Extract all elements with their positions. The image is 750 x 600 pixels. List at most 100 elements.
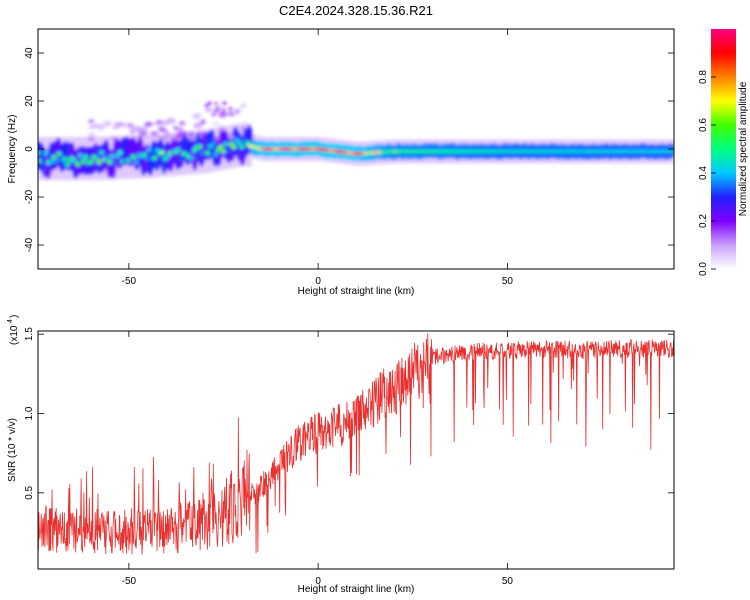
spectrogram-cell [212, 121, 221, 126]
spectrogram-cell [109, 154, 115, 159]
y-tick-label: 1.0 [24, 406, 35, 420]
spectrogram-cell [157, 126, 165, 132]
spectrogram-cell [155, 120, 164, 125]
spectrogram-cell [56, 151, 62, 157]
spectrogram-layer [38, 101, 674, 181]
spectrogram-cell [233, 108, 241, 115]
spectrogram-cell [192, 113, 202, 119]
spectrogram-cell [188, 131, 196, 136]
colorbar-tick-label: 0.4 [698, 166, 709, 180]
spectrogram-cell [240, 126, 247, 131]
spectrogram-cell [158, 136, 169, 142]
spectrogram-cell [187, 134, 196, 142]
x-tick-label: 0 [315, 576, 321, 587]
spectrogram-cell [83, 154, 89, 160]
spectrogram-cell [189, 155, 195, 161]
spectrogram-cell [96, 160, 102, 165]
spectrogram-cell [53, 158, 60, 163]
snr-series-line [38, 333, 674, 555]
spectrogram-cell [142, 125, 148, 133]
spectrogram-cell [88, 125, 96, 129]
spectrogram-cell [87, 137, 95, 141]
spectrogram-cell [103, 120, 110, 128]
spectrogram-cell [141, 152, 147, 158]
spectrogram-cell [97, 123, 105, 131]
spectrogram-cell [106, 159, 113, 165]
snr-y-axis-label: SNR (10 * v/v) [7, 418, 18, 482]
spectrogram-cell [88, 119, 95, 124]
spectrogram-cell [61, 156, 68, 162]
spectrogram-cell [236, 141, 242, 146]
spectrogram-cell [129, 128, 136, 135]
spectrogram-cell [668, 149, 674, 153]
spectrogram-cell [164, 130, 171, 138]
spectrogram-cell [213, 136, 221, 142]
colorbar-ticks: 0.0 0.2 0.4 0.6 0.8 [698, 70, 716, 276]
x-tick-label: 50 [502, 276, 514, 287]
spectrogram-cell [40, 157, 46, 163]
figure-title: C2E4.2024.328.15.36.R21 [279, 3, 433, 18]
spectrogram-cell [205, 150, 211, 156]
spectrogram-cell [210, 141, 216, 147]
y-tick-label: 1.5 [24, 327, 35, 341]
spectrogram-cell [207, 101, 212, 105]
spectrogram-cell [130, 124, 136, 129]
spectrogram-cell [93, 156, 99, 161]
spectrogram-cell [212, 152, 219, 157]
y-tick-label: -20 [24, 189, 35, 204]
spectrogram-cell [215, 107, 220, 111]
spectrogram-cell [204, 107, 214, 112]
spectrogram-cell [197, 130, 206, 134]
spectrogram-cell [130, 154, 136, 160]
snr-x-axis-label: Height of straight line (km) [298, 584, 415, 595]
colorbar-gradient [711, 29, 736, 269]
spectrogram-cell [80, 159, 86, 164]
x-tick-label: -50 [122, 576, 137, 587]
spectrogram-x-axis-label: Height of straight line (km) [298, 286, 415, 297]
spectrogram-cell [179, 121, 186, 126]
colorbar-tick-label: 0.2 [698, 214, 709, 228]
spectrogram-cell [220, 149, 227, 154]
spectrogram-cell [133, 159, 139, 165]
spectrogram-cell [231, 145, 237, 150]
snr-ticks: -50 0 50 0.5 1.0 1.5 [24, 327, 674, 587]
spectrogram-cell [152, 155, 158, 161]
spectrogram-cell [228, 112, 233, 116]
spectrogram-cell [75, 162, 81, 167]
spectrogram-cell [69, 156, 76, 161]
y-tick-label: 20 [24, 95, 35, 107]
snr-panel: -50 0 50 0.5 1.0 1.5 Height of straight line … [7, 315, 675, 595]
spectrogram-cell [48, 159, 54, 164]
spectrogram-cell [175, 131, 185, 139]
spectrogram-panel: -50 0 50 -40 -20 0 20 40 Height of straight lin… [7, 28, 675, 297]
spectrogram-ticks: -50 0 50 -40 -20 0 20 40 [24, 29, 674, 287]
spectrogram-cell [159, 150, 166, 155]
spectrogram-cell [146, 148, 152, 153]
spectrogram-cell [112, 125, 120, 130]
colorbar-tick-label: 0.8 [698, 70, 709, 84]
x-tick-label: -50 [122, 276, 137, 287]
spectrogram-y-axis-label: Frequency (Hz) [7, 115, 18, 184]
svg-text:): ) [9, 315, 20, 318]
spectrogram-cell [200, 119, 206, 125]
spectrogram-cell [239, 144, 245, 149]
spectrogram-cell [104, 156, 110, 161]
spectrogram-cell [110, 136, 116, 140]
spectrogram-cell [214, 105, 222, 109]
spectrogram-cell [227, 133, 234, 140]
svg-text:(x10: (x10 [9, 325, 20, 345]
spectrogram-cell [244, 141, 250, 146]
spectrogram-cell [213, 109, 218, 113]
spectrogram-cell [240, 103, 247, 109]
spectrogram-cell [166, 117, 176, 124]
spectrogram-cell [117, 150, 123, 155]
spectrogram-cell [228, 142, 235, 147]
spectrogram-cell [218, 111, 228, 118]
spectrogram-cell [175, 147, 182, 153]
spectrogram-cell [197, 144, 203, 149]
spectrogram-cell [178, 156, 184, 162]
spectrogram-cell [144, 155, 150, 161]
colorbar: 0.0 0.2 0.4 0.6 0.8 Normalized spectral ampl… [698, 29, 749, 276]
spectrogram-cell [154, 148, 160, 153]
